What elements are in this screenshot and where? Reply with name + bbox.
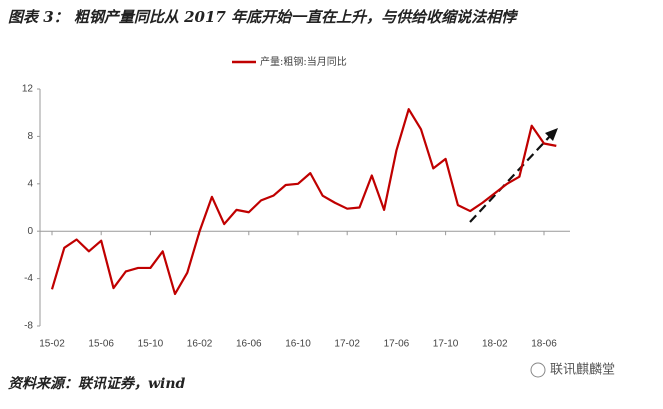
x-tick-label: 15-02 [39,339,65,350]
watermark: 联讯麒麟堂 [550,362,615,378]
x-tick-label: 15-06 [88,339,114,350]
y-tick-label: -4 [24,273,33,284]
y-tick-label: 0 [27,226,33,237]
x-tick-label: 16-02 [187,339,213,350]
chart-title: 图表 3： 粗钢产量同比从 2017 年底开始一直在上升，与供给收缩说法相悖 [8,8,519,26]
x-tick-label: 16-10 [285,339,311,350]
x-tick-label: 18-02 [482,339,508,350]
source: 资料来源：联讯证券，wind [8,375,186,392]
x-tick-label: 16-06 [236,339,262,350]
x-tick-label: 17-06 [384,339,410,350]
x-tick-label: 18-06 [531,339,557,350]
x-tick-label: 17-02 [334,339,360,350]
trend-arrow [469,133,553,223]
x-tick-label: 15-10 [138,339,164,350]
x-tick-label: 17-10 [433,339,459,350]
y-tick-label: 12 [22,84,34,95]
y-tick-label: -8 [24,321,33,332]
y-tick-label: 8 [27,131,33,142]
legend-label: 产量:粗钢:当月同比 [260,55,347,68]
logo-icon [530,362,546,378]
y-tick-label: 4 [27,178,33,189]
series-line [50,108,557,296]
arrow-head [545,128,558,141]
